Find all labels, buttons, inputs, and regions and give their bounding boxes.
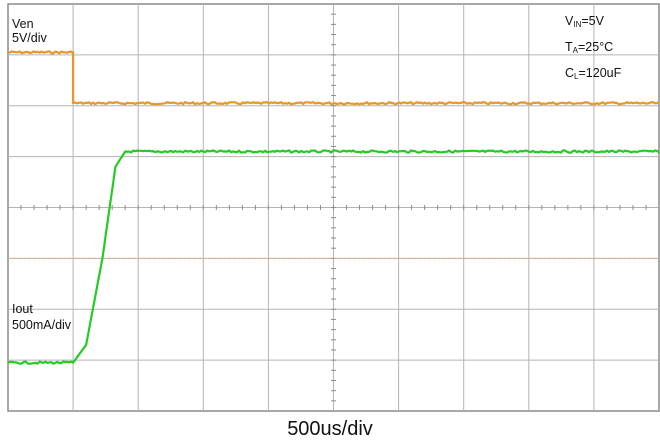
iout-scale-label: 500mA/div	[12, 318, 72, 332]
iout-channel-label: Iout	[12, 302, 33, 316]
condition-vin: VIN=5V	[565, 14, 604, 29]
ven-scale-label: 5V/div	[12, 31, 47, 45]
condition-ta: TA=25°C	[565, 40, 614, 55]
plot-grid	[7, 3, 660, 412]
ven-trace-line	[7, 50, 660, 106]
iout-trace-line	[7, 149, 660, 365]
ven-channel-label: Ven	[12, 17, 34, 31]
plot-traces	[7, 50, 660, 365]
x-axis-scale-label: 500us/div	[287, 418, 373, 440]
condition-cl: CL=120uF	[565, 66, 622, 81]
